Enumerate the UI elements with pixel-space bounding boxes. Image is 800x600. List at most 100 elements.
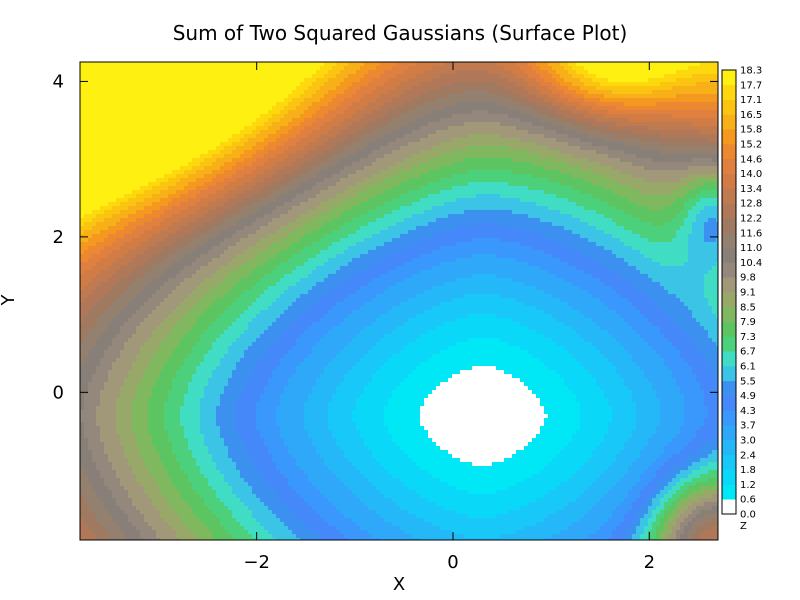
contour-cell-155 bbox=[700, 62, 705, 67]
contour-cell-3096 bbox=[304, 138, 309, 143]
contour-cell-1949 bbox=[196, 110, 201, 115]
contour-cell-4936 bbox=[624, 182, 629, 187]
contour-cell-2295 bbox=[300, 118, 305, 123]
contour-cell-2466 bbox=[344, 122, 349, 127]
contour-cell-4503 bbox=[172, 174, 177, 179]
contour-cell-2044 bbox=[576, 110, 581, 115]
contour-cell-1487 bbox=[268, 98, 273, 103]
contour-cell-1649 bbox=[276, 102, 281, 107]
contour-cell-47 bbox=[268, 62, 273, 67]
contour-cell-1964 bbox=[256, 110, 261, 115]
contour-cell-871 bbox=[364, 82, 369, 87]
contour-cell-1461 bbox=[164, 98, 169, 103]
contour-cell-2742 bbox=[168, 130, 173, 135]
contour-cell-836 bbox=[224, 82, 229, 87]
contour-cell-156 bbox=[704, 62, 709, 67]
contour-cell-3324 bbox=[576, 142, 581, 147]
contour-cell-3312 bbox=[528, 142, 533, 147]
contour-cell-3412 bbox=[288, 146, 293, 151]
contour-cell-874 bbox=[376, 82, 381, 87]
contour-cell-71 bbox=[364, 62, 369, 67]
contour-cell-1839 bbox=[396, 106, 401, 111]
contour-cell-384 bbox=[336, 70, 341, 75]
contour-cell-2860 bbox=[640, 130, 645, 135]
contour-cell-2957 bbox=[388, 134, 393, 139]
contour-cell-2871 bbox=[684, 130, 689, 135]
contour-cell-2656 bbox=[464, 126, 469, 131]
contour-cell-1582 bbox=[648, 98, 653, 103]
contour-cell-1384 bbox=[496, 94, 501, 99]
contour-cell-816 bbox=[144, 82, 149, 87]
contour-cell-3288 bbox=[432, 142, 437, 147]
contour-cell-1027 bbox=[348, 86, 353, 91]
contour-cell-1977 bbox=[308, 110, 313, 115]
contour-cell-4992 bbox=[208, 186, 213, 191]
contour-cell-1396 bbox=[544, 94, 549, 99]
contour-cell-2388 bbox=[672, 118, 677, 123]
contour-cell-3661 bbox=[644, 150, 649, 155]
contour-cell-1263 bbox=[652, 90, 657, 95]
contour-cell-1537 bbox=[468, 98, 473, 103]
contour-cell-2785 bbox=[340, 130, 345, 135]
contour-cell-4032 bbox=[208, 162, 213, 167]
contour-cell-2079 bbox=[716, 110, 718, 115]
contour-cell-4669 bbox=[196, 178, 201, 183]
contour-cell-381 bbox=[324, 70, 329, 75]
contour-cell-2693 bbox=[612, 126, 617, 131]
contour-cell-4994 bbox=[216, 186, 221, 191]
contour-cell-2537 bbox=[628, 122, 633, 127]
contour-cell-1197 bbox=[388, 90, 393, 95]
contour-cell-2427 bbox=[188, 122, 193, 127]
contour-cell-1485 bbox=[260, 98, 265, 103]
contour-cell-4204 bbox=[256, 166, 261, 171]
contour-cell-1352 bbox=[368, 94, 373, 99]
contour-cell-2325 bbox=[420, 118, 425, 123]
contour-cell-3862 bbox=[168, 158, 173, 163]
contour-cell-2935 bbox=[300, 134, 305, 139]
contour-cell-2954 bbox=[376, 134, 381, 139]
contour-cell-1560 bbox=[560, 98, 565, 103]
contour-cell-17 bbox=[148, 62, 153, 67]
contour-cell-3129 bbox=[436, 138, 441, 143]
contour-cell-455 bbox=[620, 70, 625, 75]
contour-cell-595 bbox=[540, 74, 545, 79]
contour-cell-4024 bbox=[176, 162, 181, 167]
contour-cell-4269 bbox=[516, 166, 521, 171]
contour-cell-4589 bbox=[516, 174, 521, 179]
contour-cell-3217 bbox=[148, 142, 153, 147]
contour-cell-2117 bbox=[228, 114, 233, 119]
contour-cell-57 bbox=[308, 62, 313, 67]
contour-cell-823 bbox=[172, 82, 177, 87]
contour-cell-793 bbox=[692, 78, 697, 83]
contour-cell-2659 bbox=[476, 126, 481, 131]
contour-cell-282 bbox=[568, 66, 573, 71]
contour-cell-3332 bbox=[608, 142, 613, 147]
contour-cell-3549 bbox=[196, 150, 201, 155]
contour-cell-566 bbox=[424, 74, 429, 79]
contour-cell-3513 bbox=[692, 146, 697, 151]
contour-cell-1348 bbox=[352, 94, 357, 99]
contour-cell-1762 bbox=[88, 106, 93, 111]
contour-cell-4862 bbox=[328, 182, 333, 187]
contour-cell-2030 bbox=[520, 110, 525, 115]
contour-cell-4320 bbox=[80, 170, 85, 175]
contour-cell-2956 bbox=[384, 134, 389, 139]
contour-cell-1640 bbox=[240, 102, 245, 107]
contour-cell-3392 bbox=[208, 146, 213, 151]
contour-cell-1491 bbox=[284, 98, 289, 103]
contour-cell-2691 bbox=[604, 126, 609, 131]
contour-cell-185 bbox=[180, 66, 185, 71]
contour-cell-466 bbox=[664, 70, 669, 75]
contour-cell-694 bbox=[296, 78, 301, 83]
contour-cell-4321 bbox=[84, 170, 89, 175]
contour-cell-936 bbox=[624, 82, 629, 87]
contour-cell-3776 bbox=[464, 154, 469, 159]
contour-cell-3303 bbox=[492, 142, 497, 147]
contour-cell-3985 bbox=[660, 158, 665, 163]
contour-cell-4926 bbox=[584, 182, 589, 187]
contour-cell-3007 bbox=[588, 134, 593, 139]
contour-cell-102 bbox=[488, 62, 493, 67]
contour-cell-3589 bbox=[356, 150, 361, 155]
contour-cell-728 bbox=[432, 78, 437, 83]
